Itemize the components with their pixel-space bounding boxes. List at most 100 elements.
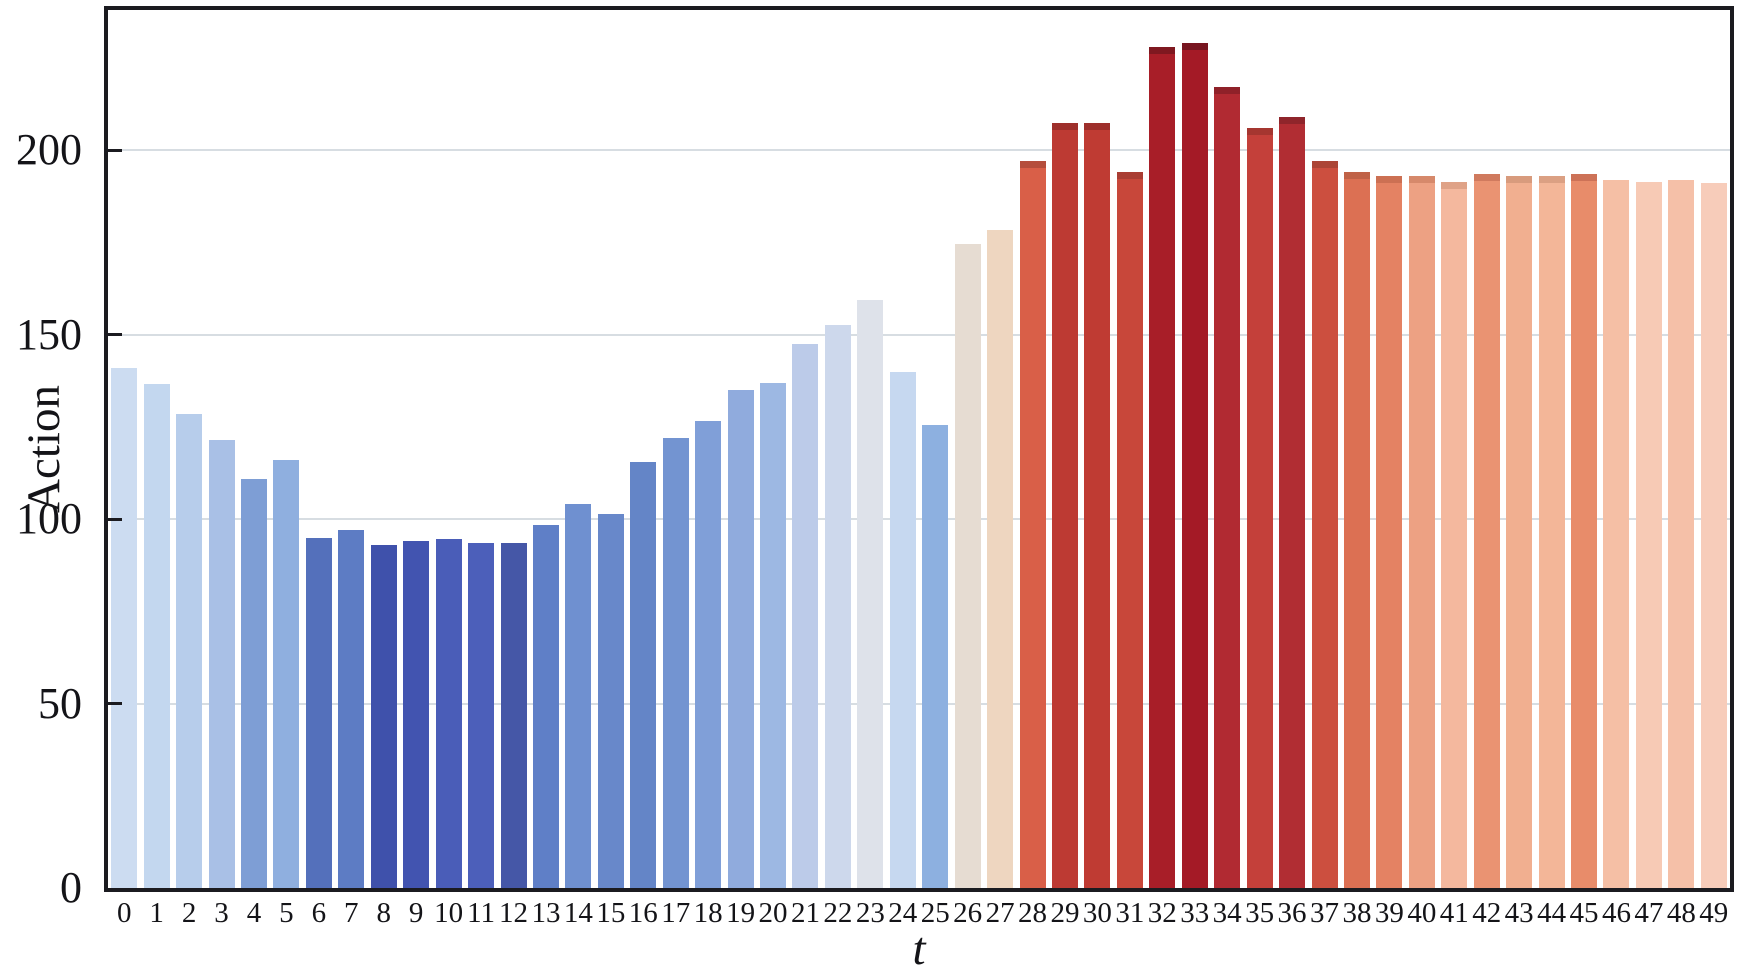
bar-t44 [1538,176,1565,888]
bar-t6 [305,537,332,888]
x-tick-label-3: 3 [214,897,229,929]
bar-t10 [435,539,462,888]
bar-t32 [1149,46,1176,888]
x-axis: 0 1 2 3 4 5 6 7 8 9 10 11 12 13 14 15 16 17 18 19 20 21 22 23 24… [104,897,1734,934]
x-tick-label-33: 33 [1180,897,1210,929]
x-tick-label-43: 43 [1504,897,1534,929]
bar-t36 [1279,116,1306,888]
x-tick-label-22: 22 [823,897,853,929]
x-tick-label-19: 19 [726,897,756,929]
x-tick-label-21: 21 [790,897,820,929]
x-axis-title: t [912,923,926,974]
bar-t38 [1343,172,1370,888]
x-tick-label-42: 42 [1472,897,1502,929]
bar-t33 [1181,43,1208,888]
x-tick-label-11: 11 [467,897,496,929]
x-tick-label-38: 38 [1342,897,1372,929]
x-tick-label-9: 9 [408,897,424,929]
bar-t20 [760,382,787,888]
bar-t14 [565,504,592,888]
bar-t27 [987,229,1014,888]
bar-t28 [1019,161,1046,888]
gridline-y50 [108,702,1730,705]
bar-t5 [273,460,300,888]
bar-t11 [468,543,495,888]
x-tick-label-47: 47 [1634,897,1664,929]
x-tick-label-32: 32 [1147,897,1177,929]
bar-t0 [111,367,138,888]
x-tick-label-17: 17 [661,897,691,929]
y-tick-mark [108,148,122,152]
bar-t31 [1116,172,1143,888]
x-tick-label-36: 36 [1277,897,1307,929]
bar-t37 [1311,161,1338,888]
y-axis: 0 50 100 150 200 [0,6,96,910]
y-tick-mark [108,333,122,337]
x-tick-label-6: 6 [311,897,327,929]
plot-area [104,6,1734,892]
x-tick-label-18: 18 [693,897,723,929]
x-tick-label-28: 28 [1018,897,1048,929]
bar-t45 [1571,174,1598,888]
x-tick-label-10: 10 [434,897,464,929]
bar-t35 [1246,128,1273,888]
x-tick-label-23: 23 [855,897,885,929]
bar-t26 [954,244,981,888]
x-tick-label-1: 1 [149,897,164,929]
x-tick-label-25: 25 [920,897,950,929]
bar-t2 [176,413,203,888]
bar-t42 [1473,174,1500,888]
bar-t3 [208,439,235,888]
x-tick-label-46: 46 [1601,897,1631,929]
bar-t24 [889,371,916,888]
x-tick-label-13: 13 [531,897,561,929]
bar-t22 [824,325,851,888]
bar-t48 [1668,179,1695,888]
gridline-y150 [108,333,1730,336]
bar-t49 [1700,183,1727,888]
x-tick-label-31: 31 [1115,897,1145,929]
bar-t43 [1506,176,1533,888]
bar-t30 [1084,122,1111,888]
x-tick-label-37: 37 [1310,897,1339,929]
x-tick-label-16: 16 [628,897,658,929]
x-tick-label-2: 2 [181,897,197,929]
bar-t16 [630,461,657,888]
y-tick-mark [108,702,122,706]
bar-t7 [338,530,365,888]
bar-t18 [695,421,722,888]
bar-t1 [143,384,170,888]
bar-t15 [597,513,624,888]
x-tick-label-30: 30 [1082,897,1112,929]
y-tick-label-100: 100 [16,494,82,544]
y-tick-label-50: 50 [38,678,82,728]
x-tick-label-0: 0 [116,897,132,929]
bar-t12 [500,543,527,888]
x-tick-label-5: 5 [279,897,294,929]
bar-t47 [1635,181,1662,888]
x-tick-label-44: 44 [1537,897,1567,929]
x-tick-label-39: 39 [1374,897,1404,929]
bar-t4 [240,478,267,888]
x-tick-label-27: 27 [985,897,1015,929]
x-tick-label-8: 8 [376,897,391,929]
x-tick-label-48: 48 [1666,897,1696,929]
bar-t17 [662,437,689,888]
x-tick-label-15: 15 [596,897,626,929]
x-tick-label-14: 14 [563,897,593,929]
gridline-y200 [108,149,1730,152]
bar-t19 [727,389,754,888]
bar-t21 [792,343,819,888]
bar-t25 [922,425,949,888]
x-tick-label-29: 29 [1050,897,1080,929]
bar-t40 [1408,176,1435,888]
y-tick-label-200: 200 [16,125,82,175]
x-tick-label-4: 4 [246,897,262,929]
x-tick-label-49: 49 [1699,897,1729,929]
x-tick-label-45: 45 [1569,897,1599,929]
bar-t9 [403,541,430,888]
x-tick-label-7: 7 [344,897,359,929]
x-tick-label-12: 12 [499,897,528,929]
x-tick-label-34: 34 [1212,897,1242,929]
